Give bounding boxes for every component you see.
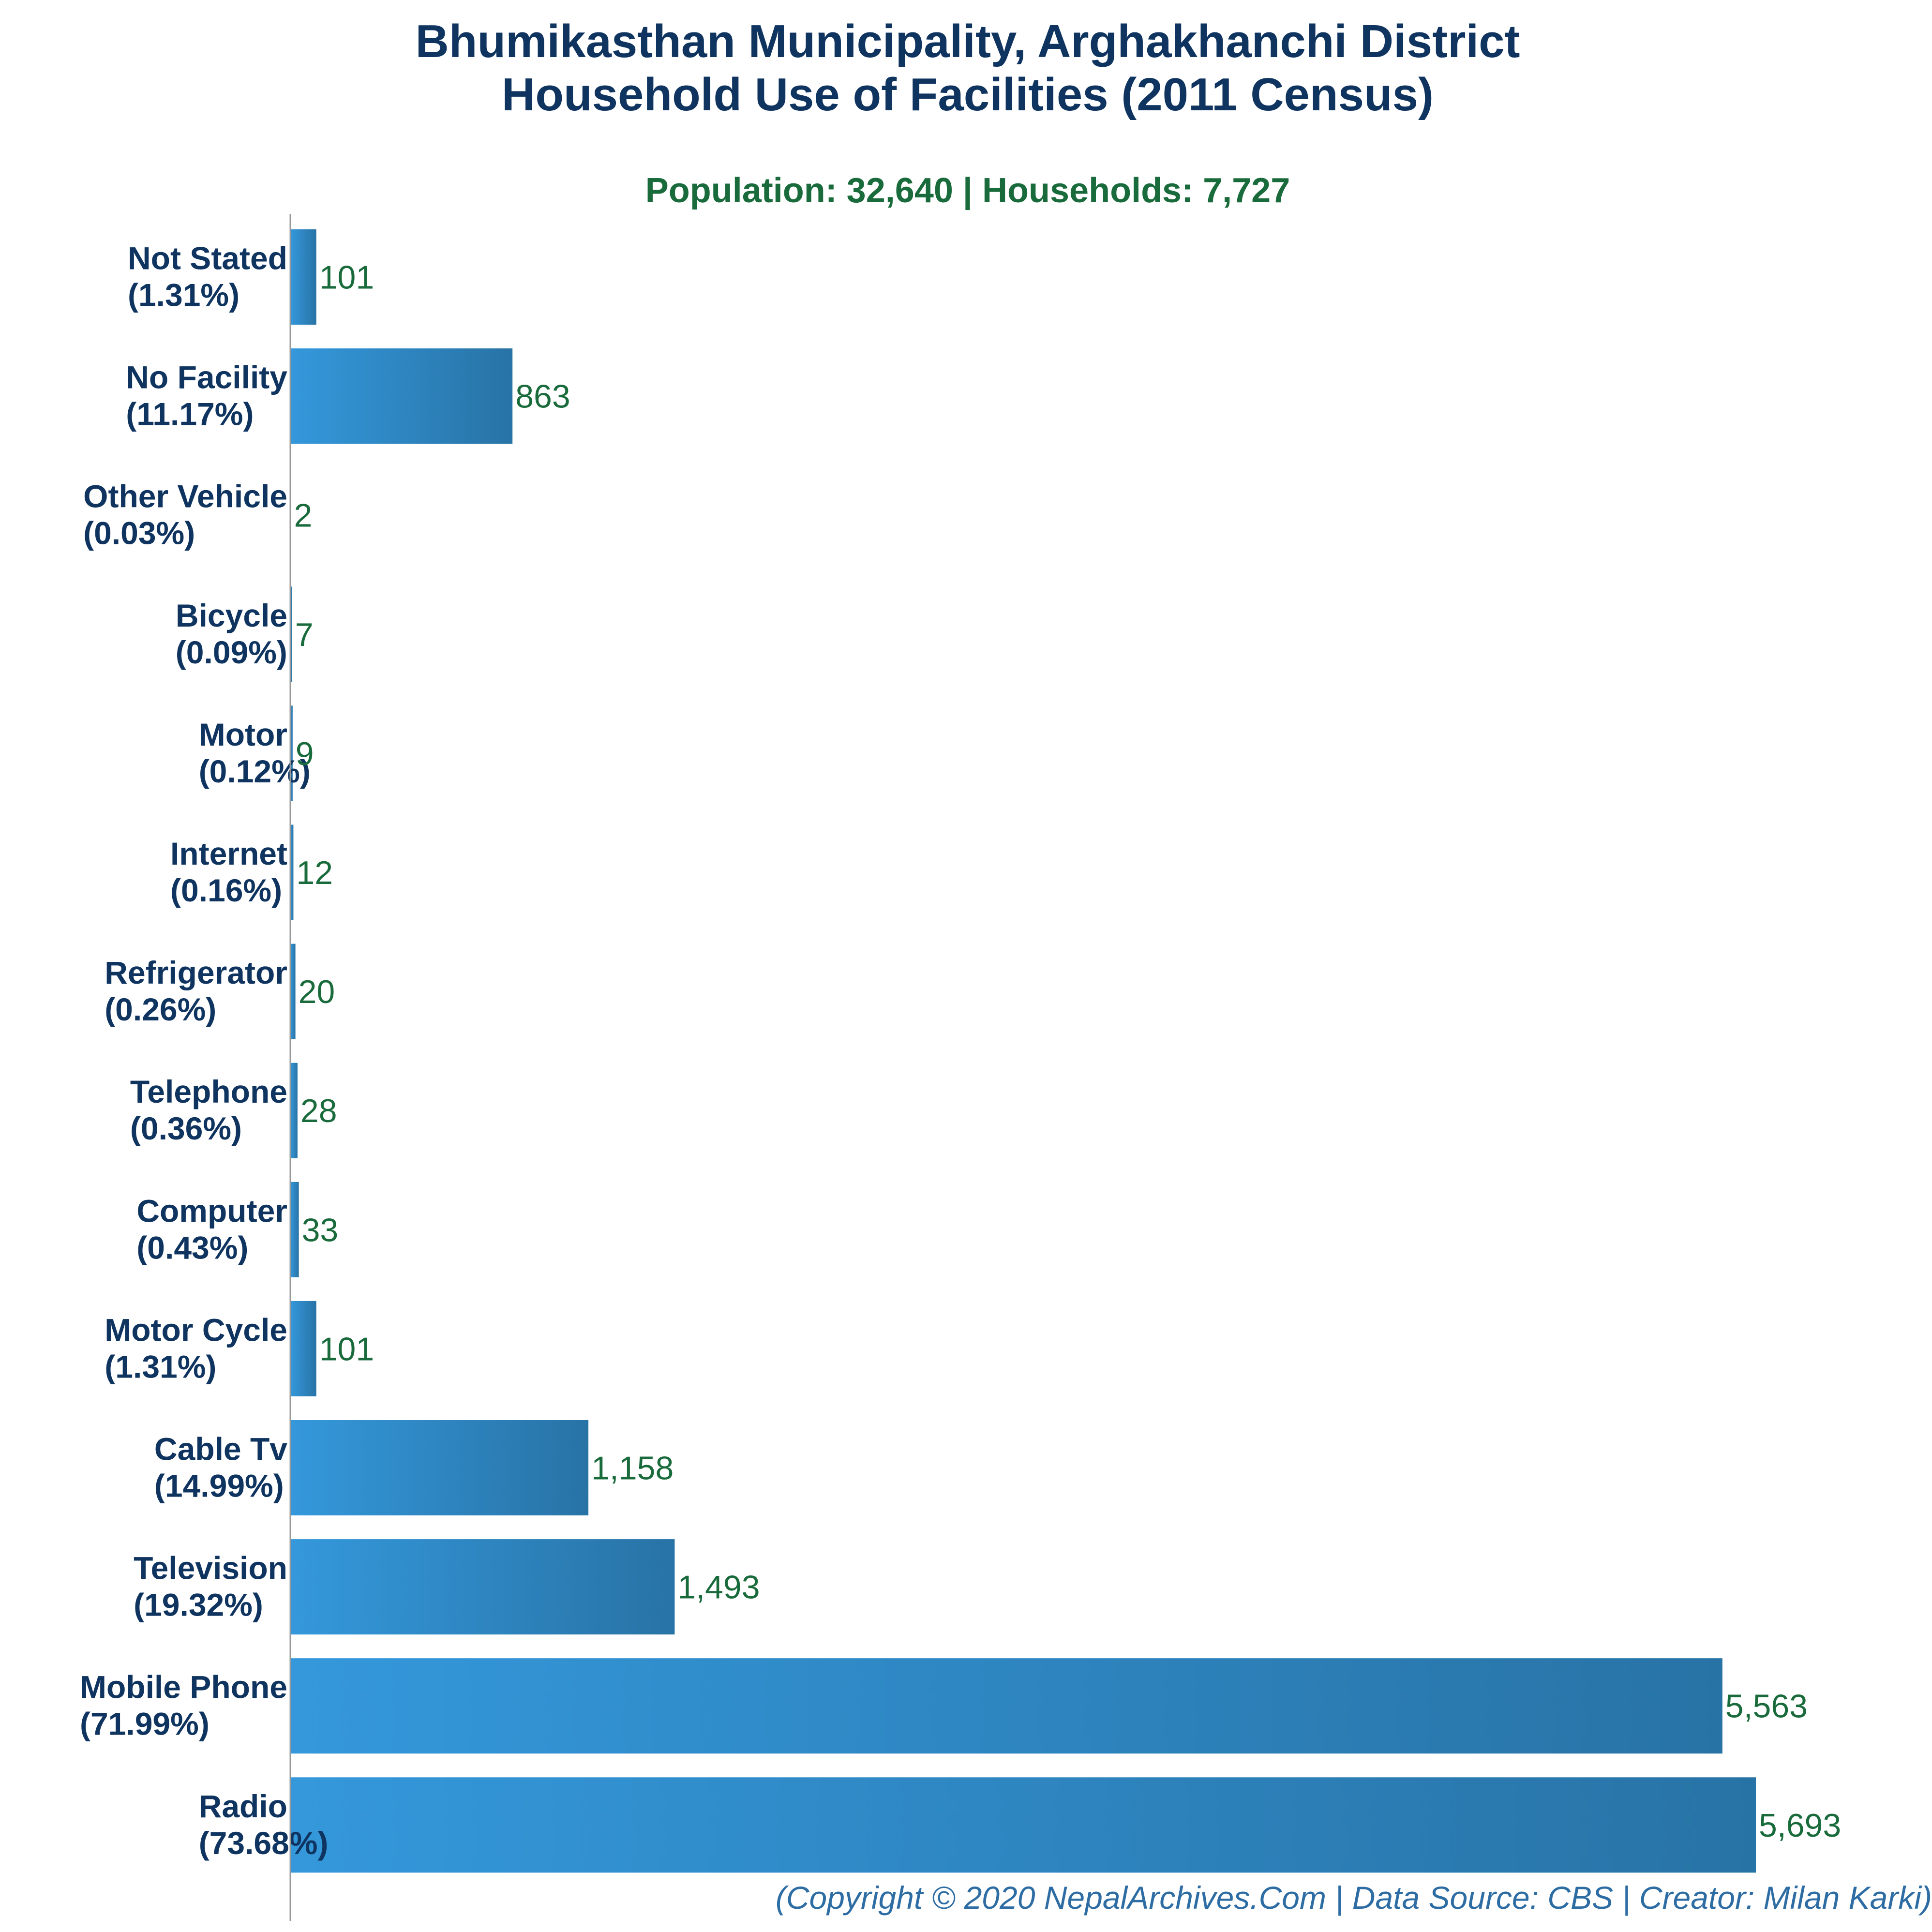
bar-television [290, 1539, 675, 1635]
bar-telephone [290, 1063, 298, 1158]
bar-computer [290, 1182, 299, 1277]
category-percent-label: (19.32%) [134, 1587, 263, 1623]
value-label: 7 [295, 616, 314, 653]
bar-not-stated [290, 229, 316, 325]
value-label: 5,693 [1759, 1807, 1841, 1844]
bar-internet [290, 824, 294, 920]
category-percent-label: (1.31%) [128, 277, 240, 313]
bar-no-facility [290, 348, 513, 444]
value-label: 101 [319, 259, 374, 296]
category-percent-label: (0.43%) [136, 1229, 248, 1265]
category-label: Motor [199, 717, 287, 752]
value-label: 2 [294, 497, 313, 534]
category-percent-label: (0.16%) [170, 872, 282, 908]
category-label: Other Vehicle [83, 479, 287, 514]
category-label: Motor Cycle [105, 1312, 287, 1348]
category-percent-label: (0.03%) [83, 515, 195, 551]
category-percent-label: (71.99%) [80, 1706, 210, 1742]
category-label: Telephone [130, 1074, 287, 1109]
value-label: 20 [299, 973, 335, 1010]
category-percent-label: (14.99%) [154, 1468, 284, 1504]
category-label: Not Stated [128, 240, 287, 276]
category-label: Television [134, 1550, 287, 1586]
value-label: 1,493 [677, 1569, 760, 1606]
category-label: Computer [136, 1193, 287, 1228]
chart-title-line-1: Bhumikasthan Municipality, Arghakhanchi … [415, 15, 1520, 67]
bar-radio [290, 1777, 1756, 1873]
value-label: 5,563 [1725, 1688, 1808, 1725]
footer-credit: (Copyright © 2020 NepalArchives.Com | Da… [776, 1880, 1932, 1917]
category-percent-label: (0.12%) [199, 753, 311, 789]
value-label: 9 [296, 735, 314, 772]
category-percent-label: (0.36%) [130, 1110, 242, 1146]
bar-bicycle [290, 586, 292, 682]
category-label: Radio [199, 1788, 287, 1824]
category-label: No Facility [126, 359, 287, 395]
category-percent-label: (0.09%) [176, 634, 287, 670]
category-label: Cable Tv [154, 1431, 287, 1467]
bar-mobile-phone [290, 1658, 1722, 1754]
category-label: Refrigerator [105, 955, 287, 990]
category-label: Bicycle [176, 598, 287, 633]
category-labels-group: Not Stated(1.31%)No Facility(11.17%)Othe… [80, 240, 329, 1861]
value-labels-group: 101 863 2 7 9 12 20 28 33 101 1,158 1,493 5,563 5,693 [294, 259, 1842, 1844]
value-label: 33 [302, 1212, 339, 1248]
bar-cable-tv [290, 1420, 589, 1515]
bar-motor-cycle [290, 1301, 316, 1396]
bar-motor [290, 705, 293, 801]
category-percent-label: (11.17%) [126, 396, 254, 432]
value-label: 28 [300, 1093, 337, 1129]
category-label: Internet [170, 836, 287, 871]
chart-title-line-2: Household Use of Facilities (2011 Census… [502, 69, 1434, 120]
value-label: 1,158 [591, 1450, 674, 1487]
value-label: 863 [515, 378, 570, 415]
category-percent-label: (73.68%) [199, 1825, 329, 1861]
category-percent-label: (1.31%) [105, 1348, 216, 1384]
value-label: 101 [319, 1331, 374, 1367]
category-percent-label: (0.26%) [105, 991, 216, 1027]
value-label: 12 [296, 854, 333, 891]
bar-refrigerator [290, 944, 296, 1039]
category-label: Mobile Phone [80, 1669, 287, 1705]
chart-subtitle: Population: 32,640 | Households: 7,727 [645, 171, 1290, 210]
bars-group [290, 229, 1756, 1873]
